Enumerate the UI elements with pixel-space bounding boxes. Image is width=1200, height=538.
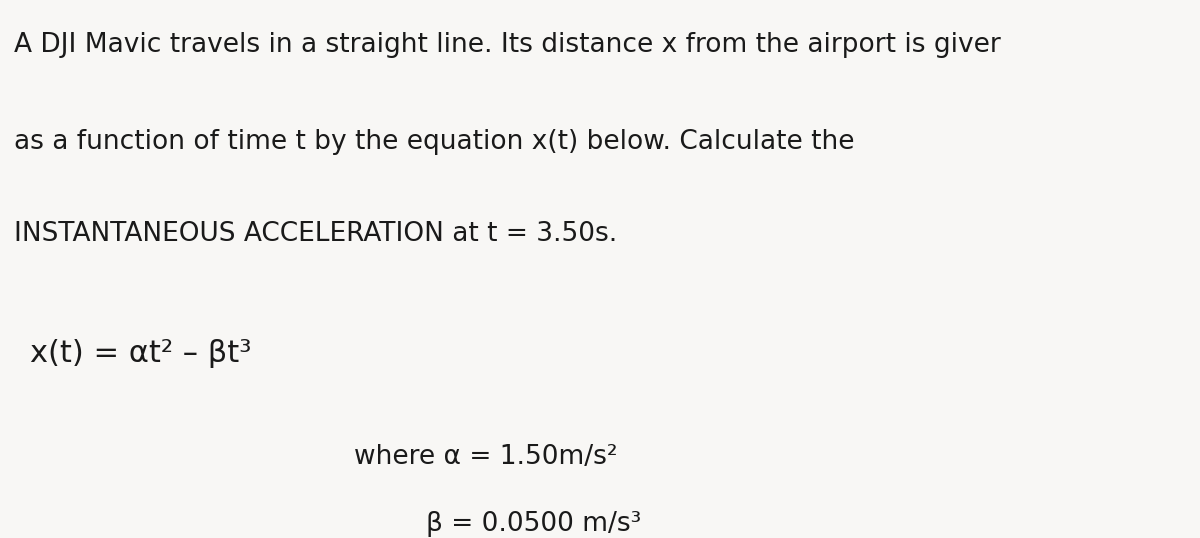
Text: INSTANTANEOUS ACCELERATION at t = 3.50s.: INSTANTANEOUS ACCELERATION at t = 3.50s. — [14, 221, 618, 246]
Text: β = 0.0500 m/s³: β = 0.0500 m/s³ — [426, 511, 641, 537]
Text: A DJI Mavic travels in a straight line. Its distance x from the airport is giver: A DJI Mavic travels in a straight line. … — [14, 32, 1001, 58]
Text: as a function of time t by the equation x(t) below. Calculate the: as a function of time t by the equation … — [14, 129, 854, 155]
Text: where α = 1.50m/s²: where α = 1.50m/s² — [354, 444, 618, 470]
Text: x(t) = αt² – βt³: x(t) = αt² – βt³ — [30, 339, 251, 368]
